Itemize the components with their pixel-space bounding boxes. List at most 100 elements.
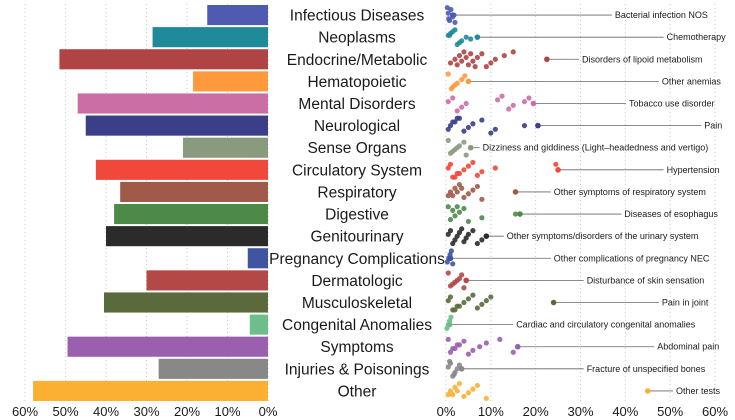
scatter-point	[445, 137, 451, 143]
annotation-label: Hypertension	[667, 165, 720, 175]
scatter-point	[483, 298, 489, 304]
scatter-point	[447, 60, 454, 66]
scatter-point-highlight	[544, 56, 550, 63]
scatter-chart-x-ticks: 0% 10% 20% 30% 40% 50% 60%	[437, 404, 729, 419]
bar-musculoskeletal	[103, 292, 268, 313]
scatter-point	[454, 388, 460, 394]
scatter-point	[463, 34, 469, 40]
category-label: Circulatory System	[292, 162, 422, 179]
annotation-label: Fracture of unspecified bones	[587, 364, 706, 374]
scatter-point	[474, 172, 480, 178]
category-label: Hematopoietic	[307, 74, 406, 91]
bar-symptoms	[67, 336, 269, 357]
scatter-tick-label: 30%	[567, 404, 593, 419]
scatter-point	[499, 93, 505, 99]
scatter-point	[465, 351, 472, 357]
scatter-point	[479, 237, 485, 243]
scatter-point-highlight	[447, 255, 454, 262]
annotation-label: Pain	[704, 121, 722, 131]
scatter-tick-label: 10%	[478, 404, 504, 419]
category-label: Digestive	[325, 207, 389, 224]
scatter-point	[459, 226, 465, 232]
scatter-point	[463, 54, 469, 61]
scatter-point	[445, 10, 451, 16]
category-labels: Infectious Diseases Neoplasms Endocrine/Me…	[269, 8, 445, 401]
scatter-point	[474, 305, 480, 311]
bar-hematopoietic	[193, 71, 268, 92]
scatter-annotations: Bacterial infection NOS Chemotherapy Disor…	[449, 10, 727, 396]
scatter-point-highlight	[644, 388, 651, 394]
category-label: Symptoms	[320, 339, 393, 356]
category-label: Musculoskeletal	[302, 295, 412, 312]
annotation-label: Chemotherapy	[667, 32, 727, 42]
scatter-point	[494, 97, 501, 103]
scatter-point	[462, 73, 468, 79]
scatter-point	[465, 62, 472, 68]
bar-tick-label: 50%	[52, 404, 78, 419]
category-label: Neoplasms	[318, 30, 396, 47]
bar-congenital-anomalies	[249, 314, 268, 335]
scatter-point	[479, 215, 485, 221]
scatter-point-highlight	[465, 78, 472, 85]
scatter-point	[470, 228, 476, 234]
annotation-label: Other anemias	[662, 76, 722, 86]
scatter-point	[483, 64, 489, 70]
scatter-point	[448, 86, 454, 92]
bar-injuries-poisonings	[158, 358, 268, 379]
scatter-point	[461, 299, 467, 306]
scatter-point	[468, 36, 474, 42]
scatter-point	[470, 292, 476, 298]
scatter-point	[492, 56, 498, 62]
scatter-point	[452, 213, 458, 219]
bar-mental-disorders	[77, 93, 269, 114]
scatter-point	[483, 395, 489, 401]
category-label: Dermatologic	[311, 273, 403, 290]
scatter-point-highlight	[483, 233, 490, 239]
scatter-point	[497, 336, 503, 342]
scatter-point	[459, 58, 465, 64]
scatter-point	[445, 99, 451, 105]
scatter-point-highlight	[517, 211, 523, 217]
bar-infectious-diseases	[207, 5, 268, 26]
scatter-point	[461, 285, 467, 291]
scatter-point	[447, 161, 454, 167]
scatter-point	[450, 119, 456, 125]
scatter-point	[454, 277, 460, 283]
scatter-point	[510, 349, 516, 355]
scatter-point	[479, 51, 485, 57]
scatter-point	[463, 152, 469, 158]
category-label: Congenital Anomalies	[282, 317, 432, 334]
scatter-tick-label: 50%	[657, 404, 683, 419]
annotation-label: Other symptoms/disorders of the urinary …	[507, 231, 699, 241]
bar-pregnancy-complications	[247, 248, 268, 269]
scatter-point	[447, 228, 454, 234]
scatter-point	[445, 204, 451, 210]
scatter-point	[474, 240, 480, 247]
category-label: Respiratory	[317, 184, 396, 201]
scatter-point	[454, 342, 460, 348]
scatter-point	[450, 345, 456, 352]
scatter-point	[470, 159, 476, 166]
scatter-point	[452, 82, 458, 88]
scatter-point	[454, 108, 460, 114]
annotation-label: Bacterial infection NOS	[615, 10, 708, 20]
bar-dermatologic	[146, 270, 268, 291]
scatter-point	[488, 60, 494, 66]
scatter-point	[450, 148, 456, 155]
scatter-point	[492, 126, 498, 132]
scatter-point	[448, 314, 454, 320]
scatter-point	[452, 27, 458, 33]
bar-other	[33, 380, 268, 401]
scatter-point-highlight	[467, 144, 474, 151]
annotation-label: Cardiac and circulatory congenital anoma…	[516, 320, 696, 330]
scatter-point	[461, 393, 467, 400]
scatter-point	[456, 40, 463, 46]
scatter-point	[446, 16, 452, 22]
category-label: Neurological	[314, 118, 400, 135]
scatter-point	[461, 49, 467, 55]
scatter-point	[492, 165, 498, 171]
scatter-point	[450, 307, 456, 313]
scatter-point	[452, 19, 458, 26]
scatter-point	[452, 56, 458, 62]
scatter-tick-label: 40%	[612, 404, 638, 419]
